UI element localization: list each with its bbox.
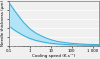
Y-axis label: Needle thickness (µm): Needle thickness (µm) xyxy=(1,0,5,46)
X-axis label: Cooling speed (K.s⁻¹): Cooling speed (K.s⁻¹) xyxy=(32,54,76,58)
